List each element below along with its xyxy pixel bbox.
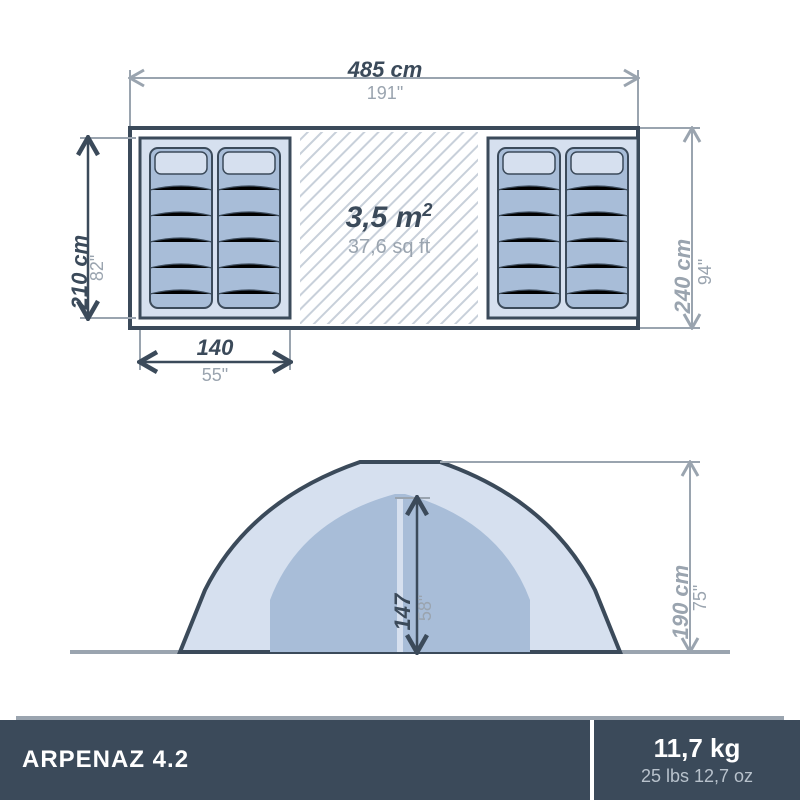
area-sqft: 37,6 sq ft: [300, 236, 478, 259]
dim-147-in: 58": [416, 578, 436, 638]
dim-width-cm: 485 cm: [300, 58, 470, 82]
dim-147-cm: 147: [391, 577, 415, 647]
dim-240-in: 94": [696, 242, 716, 302]
area-m2: 3,5 m2: [300, 200, 478, 235]
dim-140-cm: 140: [160, 336, 270, 360]
area-m2-val: 3,5 m: [346, 201, 423, 234]
weight-block: 11,7 kg 25 lbs 12,7 oz: [590, 720, 800, 800]
footer: ARPENAZ 4.2 11,7 kg 25 lbs 12,7 oz: [0, 720, 800, 800]
area-m2-exp: 2: [422, 200, 432, 220]
dim-210-in: 82": [88, 238, 108, 298]
product-name: ARPENAZ 4.2: [0, 720, 590, 800]
dim-width-in: 191": [300, 84, 470, 104]
dim-190-in: 75": [691, 573, 711, 623]
dim-240-cm: 240 cm: [671, 231, 695, 321]
dim-140-in: 55": [160, 366, 270, 386]
weight-kg: 11,7 kg: [654, 733, 741, 764]
diagram-container: 485 cm 191" 210 cm 82" 240 cm 94" 140 55…: [0, 0, 800, 800]
weight-imperial: 25 lbs 12,7 oz: [641, 766, 753, 787]
